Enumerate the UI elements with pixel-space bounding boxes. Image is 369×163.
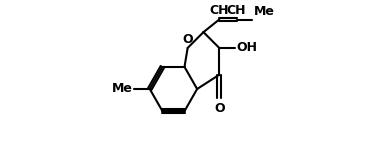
Text: CH: CH bbox=[210, 4, 229, 17]
Text: CH: CH bbox=[227, 4, 246, 17]
Text: O: O bbox=[182, 33, 193, 46]
Text: Me: Me bbox=[111, 82, 132, 96]
Text: OH: OH bbox=[237, 41, 258, 54]
Text: Me: Me bbox=[254, 5, 275, 18]
Text: O: O bbox=[214, 102, 225, 115]
